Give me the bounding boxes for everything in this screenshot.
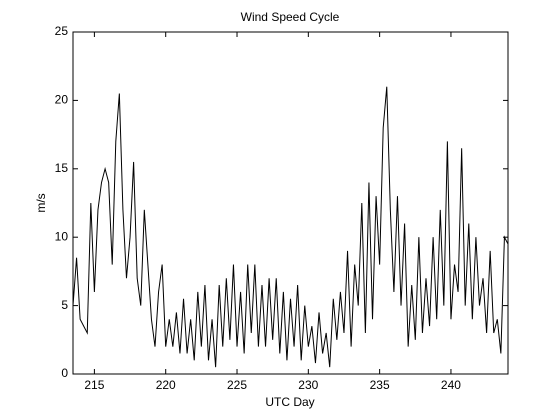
x-tick-label: 225 bbox=[227, 378, 247, 392]
y-tick-label: 25 bbox=[55, 24, 69, 38]
plot-area bbox=[72, 31, 509, 375]
x-tick-label: 215 bbox=[84, 378, 104, 392]
x-tick-label: 240 bbox=[441, 378, 461, 392]
y-tick-label: 0 bbox=[61, 366, 68, 380]
chart-title: Wind Speed Cycle bbox=[241, 10, 340, 24]
y-tick-label: 20 bbox=[55, 93, 69, 107]
x-tick-label: 230 bbox=[298, 378, 318, 392]
x-tick-label: 220 bbox=[156, 378, 176, 392]
y-axis-label: m/s bbox=[34, 193, 48, 212]
y-tick-label: 15 bbox=[55, 161, 69, 175]
data-line bbox=[72, 86, 509, 368]
x-tick-label: 235 bbox=[370, 378, 390, 392]
y-tick-label: 5 bbox=[61, 298, 68, 312]
x-axis-label: UTC Day bbox=[265, 395, 314, 409]
y-tick-label: 10 bbox=[55, 229, 69, 243]
